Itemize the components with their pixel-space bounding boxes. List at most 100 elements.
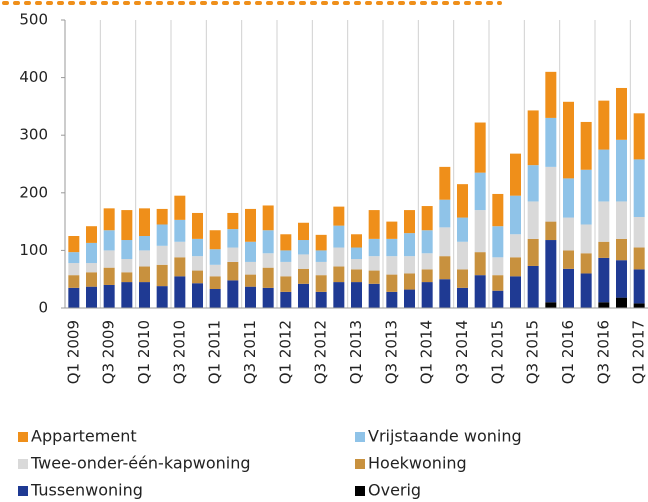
bar-segment [598, 201, 610, 242]
legend-swatch [355, 486, 365, 496]
bar-segment [598, 241, 610, 258]
bar-segment [86, 272, 97, 287]
bar-segment [245, 241, 256, 262]
bar-segment [580, 121, 592, 170]
bar-segment [421, 230, 433, 254]
x-tick-label: Q1 2010 [135, 320, 153, 384]
bar-segment [439, 227, 451, 257]
bar-segment [315, 234, 327, 251]
bar-segment [368, 210, 380, 239]
bar-segment [245, 208, 256, 242]
bar-segment [616, 238, 627, 261]
bar-segment [103, 267, 115, 285]
bar-segment [457, 217, 468, 242]
bar-segment [368, 270, 380, 284]
bar-segment [492, 257, 504, 276]
bar-segment [563, 217, 574, 251]
legend-label: Twee-onder-één-kapwoning [30, 454, 251, 473]
bar-segment [368, 238, 380, 257]
bar-segment [457, 269, 468, 288]
bar-segment [527, 238, 539, 266]
bar-segment [421, 253, 433, 270]
bar-segment [386, 221, 398, 239]
bar-segment [474, 252, 486, 276]
bar-segment [209, 230, 221, 250]
bar-segment [386, 238, 398, 257]
bar-segment [68, 263, 80, 276]
bar-segment [527, 201, 539, 239]
bar-segment [351, 269, 362, 283]
bar-segment [298, 240, 309, 255]
legend-label: Hoekwoning [368, 454, 467, 473]
bar-segment [280, 276, 292, 292]
bar-segment [156, 224, 168, 246]
bar-segment [121, 272, 133, 283]
bar-segment [474, 210, 486, 253]
bar-segment [192, 270, 203, 284]
bar-segment [245, 274, 256, 287]
bar-segment [121, 210, 133, 241]
bar-segment [174, 241, 186, 258]
bar-segment [245, 261, 256, 275]
bar-segment [474, 122, 486, 173]
y-tick-label: 500 [19, 11, 48, 29]
bar-segment [192, 283, 203, 308]
bar-segment [439, 279, 451, 308]
bar-segment [262, 230, 274, 254]
bar-segment [386, 291, 398, 308]
bar-segment [139, 236, 150, 251]
bar-segment [563, 268, 574, 308]
bar-segment [404, 233, 415, 257]
bar-segment [598, 149, 610, 202]
bar-segment [351, 247, 362, 260]
bar-segment [598, 257, 610, 303]
bar-segment [439, 166, 451, 200]
bar-segment [633, 159, 645, 217]
bar-segment [262, 205, 274, 231]
bar-segment [315, 275, 327, 292]
y-tick-label: 400 [19, 68, 48, 86]
bar-segment [280, 291, 292, 308]
bar-segment [86, 226, 97, 243]
bar-segment [510, 195, 521, 235]
bar-segment [103, 230, 115, 251]
bar-segment [156, 208, 168, 225]
bar-segment [563, 178, 574, 218]
bar-segment [527, 265, 539, 308]
bar-segment [351, 282, 362, 308]
bar-segment [298, 222, 309, 241]
bar-segment [527, 110, 539, 166]
bar-segment [280, 234, 292, 251]
x-tick-label: Q3 2015 [524, 320, 542, 384]
bar-segment [315, 261, 327, 276]
x-tick-label: Q1 2016 [559, 320, 577, 384]
bar-segment [633, 303, 645, 308]
bar-segment [315, 250, 327, 262]
x-tick-label: Q1 2009 [64, 320, 82, 384]
legend-swatch [355, 432, 365, 442]
x-tick-label: Q3 2011 [241, 320, 259, 384]
bar-segment [209, 249, 221, 265]
bar-segment [68, 252, 80, 264]
x-tick-label: Q3 2010 [170, 320, 188, 384]
bar-segment [421, 282, 433, 308]
bar-segment [616, 87, 627, 140]
bar-segment [598, 302, 610, 308]
bar-segment [139, 282, 150, 308]
bar-segment [616, 201, 627, 239]
bar-segment [563, 250, 574, 269]
bar-segment [510, 276, 521, 308]
legend-label: Overig [368, 481, 421, 500]
bar-segment [192, 212, 203, 239]
y-tick-label: 300 [19, 126, 48, 144]
bar-segment [351, 259, 362, 270]
bar-segment [368, 283, 380, 308]
bar-segment [174, 276, 186, 308]
bar-segment [192, 256, 203, 271]
bar-segment [580, 224, 592, 254]
x-tick-label: Q1 2011 [206, 320, 224, 384]
bar-segment [563, 101, 574, 179]
bar-segment [227, 212, 239, 230]
bar-segment [121, 282, 133, 308]
